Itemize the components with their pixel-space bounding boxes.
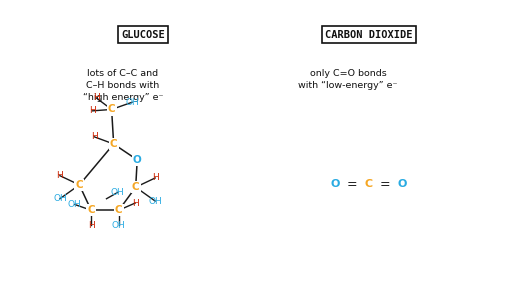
Text: C: C: [115, 205, 122, 215]
Text: OH: OH: [53, 194, 67, 203]
Text: O: O: [397, 179, 407, 189]
Text: C: C: [132, 182, 139, 192]
Text: H: H: [132, 198, 139, 208]
Text: O: O: [331, 179, 340, 189]
Text: H: H: [56, 171, 63, 180]
Text: only C=O bonds
with “low-energy” e⁻: only C=O bonds with “low-energy” e⁻: [298, 69, 398, 90]
Text: O: O: [133, 155, 142, 165]
Text: H: H: [152, 173, 159, 183]
Text: lots of C–C and
C–H bonds with
“high energy” e⁻: lots of C–C and C–H bonds with “high ene…: [82, 69, 163, 103]
Text: OH: OH: [112, 221, 125, 230]
Text: C: C: [76, 180, 83, 190]
Text: GLUCOSE: GLUCOSE: [121, 30, 165, 39]
Text: H: H: [88, 221, 95, 230]
Text: H: H: [91, 132, 98, 141]
Text: OH: OH: [148, 196, 162, 206]
Text: OH: OH: [125, 98, 139, 107]
Text: OH: OH: [111, 188, 124, 197]
Text: =: =: [347, 178, 357, 191]
Text: OH: OH: [68, 200, 81, 209]
Text: C: C: [88, 205, 95, 215]
Text: H: H: [93, 93, 100, 103]
Text: CARBON DIOXIDE: CARBON DIOXIDE: [325, 30, 412, 39]
Text: =: =: [380, 178, 391, 191]
Text: C: C: [365, 179, 373, 189]
Text: C: C: [108, 105, 115, 114]
Text: H: H: [89, 106, 96, 115]
Text: C: C: [110, 139, 117, 149]
